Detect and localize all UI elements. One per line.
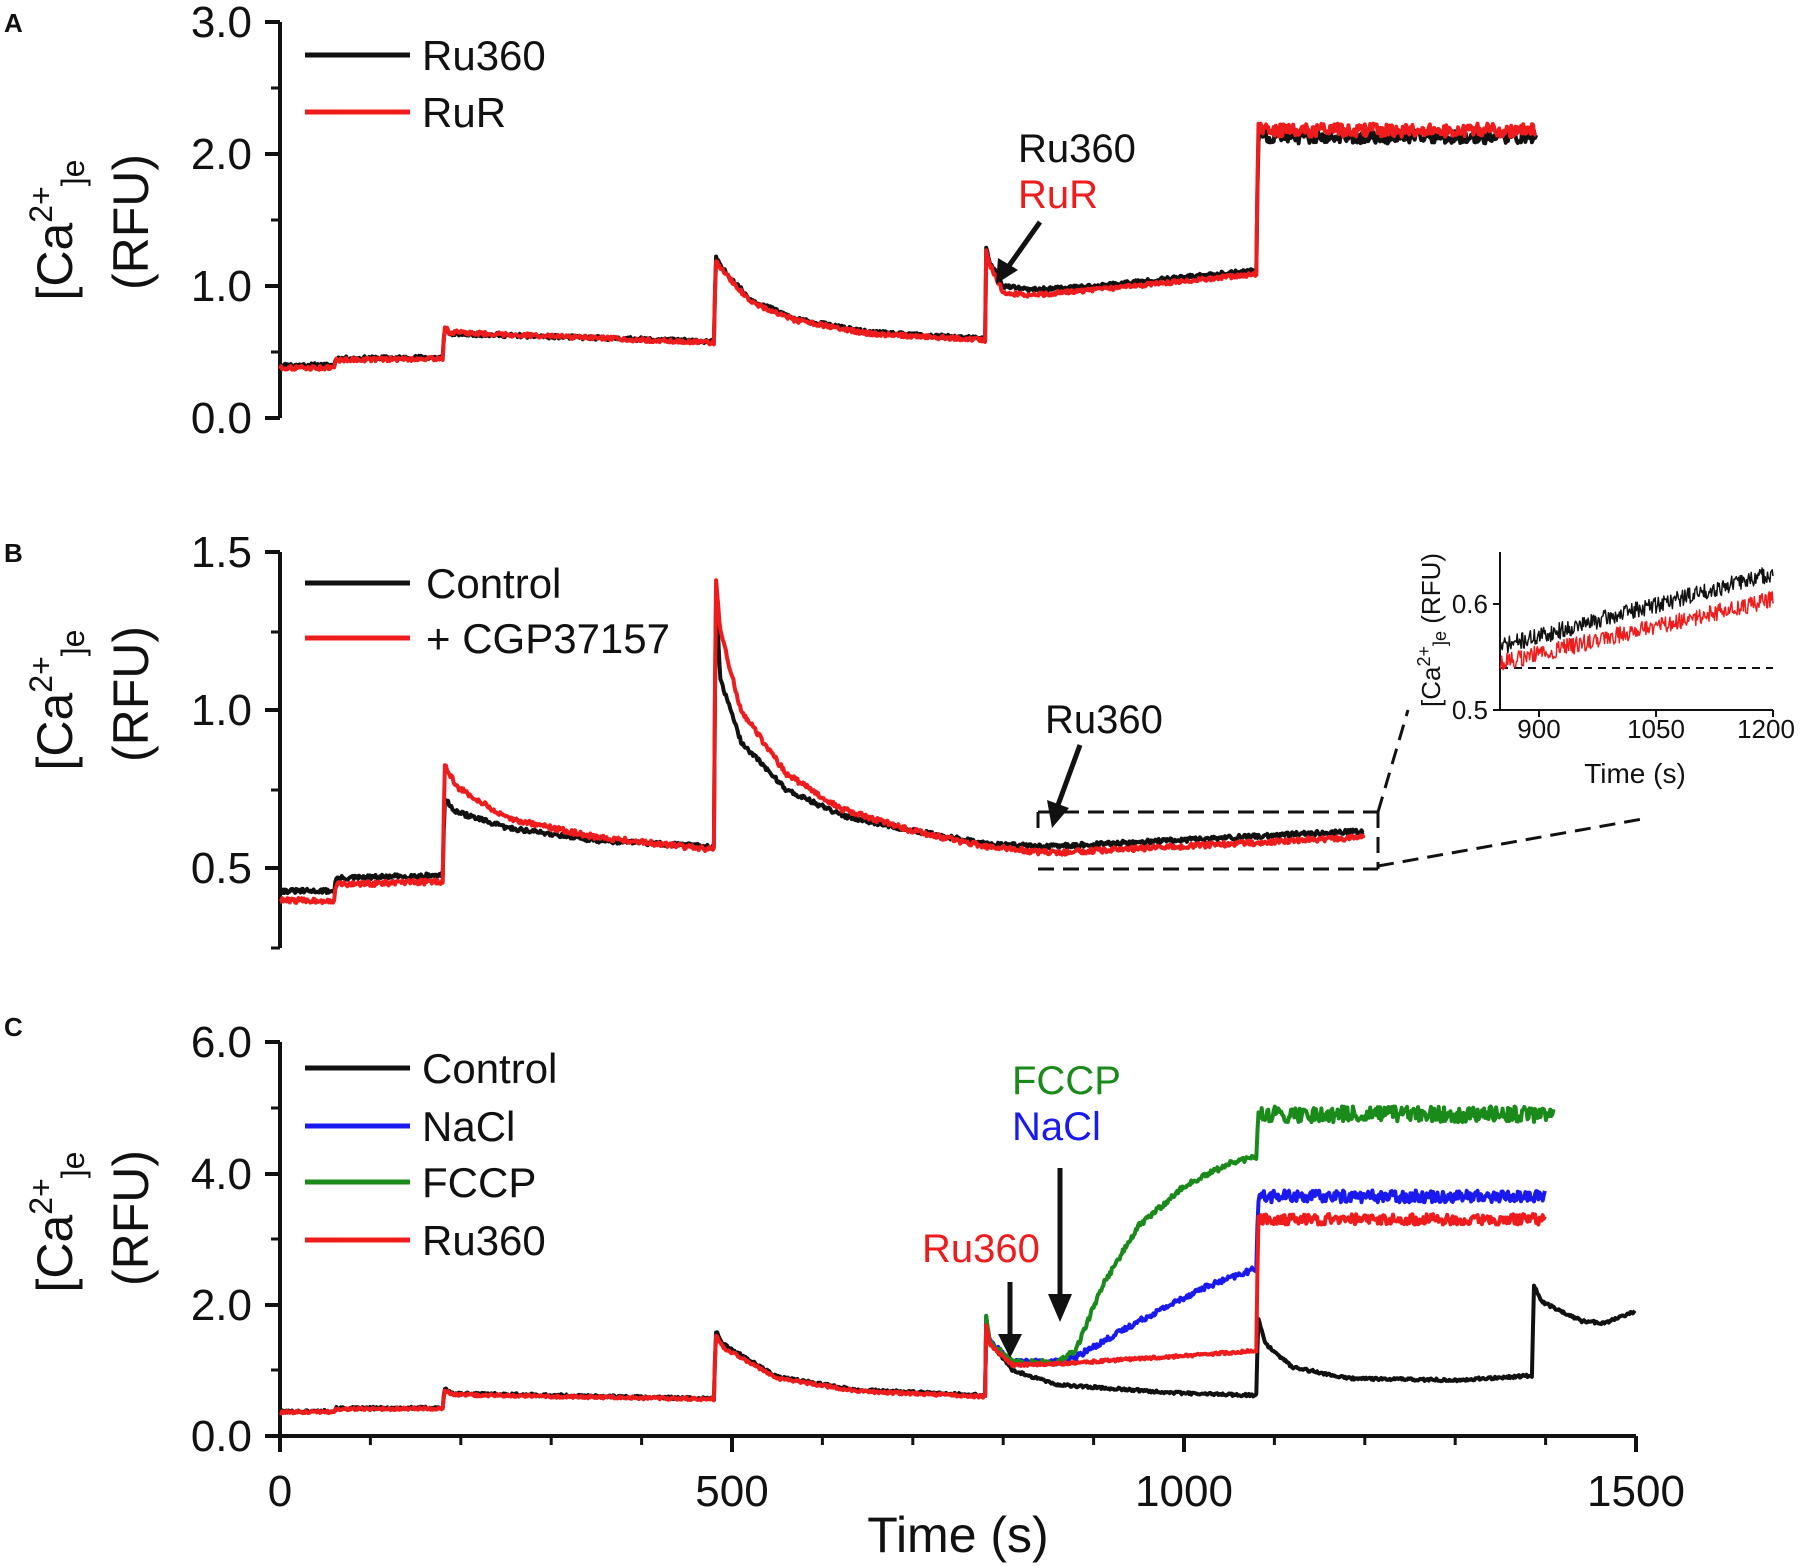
panel-c-ytick-1: 2.0	[191, 1281, 252, 1330]
panel-a-anno-ru360: Ru360	[1018, 127, 1136, 171]
panel-c-ytick-3: 6.0	[191, 1018, 252, 1067]
inset-trace-cgp37157	[1499, 591, 1774, 671]
panel-a-ytick-2: 2.0	[191, 130, 252, 179]
panel-b-y-ticks	[265, 550, 280, 950]
panel-c-plot	[279, 1104, 1637, 1416]
legend-label-control-b: Control	[426, 560, 561, 607]
inset-trace-control	[1499, 567, 1774, 654]
panel-c-arrow-ru360	[998, 1282, 1022, 1358]
inset-xlabel: Time (s)	[1584, 758, 1686, 789]
panel-b-arrow	[1047, 744, 1083, 828]
panel-c-ytick-2: 4.0	[191, 1150, 252, 1199]
inset-plot	[1499, 567, 1774, 671]
panel-b-ytick-1: 1.0	[191, 686, 252, 735]
panel-c-xtick-3: 1500	[1587, 1467, 1685, 1516]
trace-c-fccp	[983, 1104, 1556, 1398]
panel-c-ylabel-top: [Ca2+]e	[23, 1152, 91, 1293]
trace-b-control	[278, 592, 1365, 895]
panel-b-label: B	[4, 538, 23, 568]
panel-b-ytick-2: 1.5	[191, 528, 252, 577]
legend-label-cgp: + CGP37157	[426, 615, 670, 662]
legend-label-fccp: FCCP	[422, 1159, 536, 1206]
panel-c-anno-ru360: Ru360	[922, 1227, 1040, 1271]
panel-a-ytick-1: 1.0	[191, 262, 252, 311]
panel-b-zoom-box	[1036, 709, 1649, 871]
inset-xtick-2: 1200	[1737, 714, 1795, 744]
panel-b-ylabel: (RFU)	[103, 626, 159, 762]
legend-label-ru360-c: Ru360	[422, 1217, 546, 1264]
panel-a-label: A	[4, 8, 23, 38]
inset-ytick-0: 0.5	[1452, 695, 1488, 725]
panel-b: B 0.5 1.0 1.5 [Ca2+]e (RFU) Control + CG…	[4, 528, 1795, 950]
panel-c-arrow-fccp	[1048, 1168, 1072, 1322]
inset-xtick-0: 900	[1517, 714, 1560, 744]
panel-c-anno-fccp: FCCP	[1012, 1059, 1121, 1103]
svg-text:[Ca2+]e (RFU): [Ca2+]e (RFU)	[1414, 553, 1450, 707]
svg-text:[Ca2+]e: [Ca2+]e	[23, 1152, 91, 1293]
panel-b-plot	[278, 578, 1366, 905]
inset-xtick-1: 1050	[1627, 714, 1685, 744]
panel-c-xtick-1: 500	[695, 1467, 768, 1516]
panel-a-legend: Ru360 RuR	[305, 32, 546, 136]
svg-text:[Ca2+]e: [Ca2+]e	[23, 630, 91, 771]
panel-a: A 0.0 1.0 2.0 3.0 [Ca2+]e (RFU) Ru360 Ru…	[4, 0, 1539, 443]
panel-b-inset: 0.6 0.5 900 1050 1200 Time (s) [Ca2+]e (…	[1414, 552, 1795, 789]
panel-b-ytick-0: 0.5	[191, 844, 252, 893]
inset-ticks	[1493, 603, 1774, 717]
legend-label-control-c: Control	[422, 1045, 557, 1092]
panel-a-anno-rur: RuR	[1018, 173, 1098, 217]
legend-label-ru360: Ru360	[422, 32, 546, 79]
trace-a-rur	[278, 121, 1538, 372]
inset-ylabel: [Ca2+]e (RFU)	[1414, 553, 1450, 707]
inset-ytick-1: 0.6	[1452, 589, 1488, 619]
panel-c-ylabel: (RFU)	[103, 1150, 159, 1286]
panel-a-ylabel: (RFU)	[103, 154, 159, 290]
legend-label-nacl: NaCl	[422, 1103, 515, 1150]
panel-c-x-ticks	[278, 1436, 1638, 1452]
trace-c-ru360	[279, 1212, 1547, 1416]
panel-c-xtick-0: 0	[268, 1467, 292, 1516]
panel-a-ytick-0: 0.0	[191, 394, 252, 443]
svg-text:[Ca2+]e: [Ca2+]e	[23, 160, 91, 301]
panel-c-legend: Control NaCl FCCP Ru360	[305, 1045, 557, 1264]
panel-a-y-ticks	[265, 20, 280, 420]
legend-label-rur: RuR	[422, 89, 506, 136]
panel-c-xtick-2: 1000	[1135, 1467, 1233, 1516]
panel-a-plot	[278, 121, 1539, 372]
trace-c-nacl	[983, 1188, 1547, 1398]
panel-c: C 0.0 2.0 4.0 6.0 0 500 1000 1500 Time (…	[4, 1012, 1685, 1563]
panel-c-xlabel: Time (s)	[867, 1507, 1048, 1563]
panel-a-ylabel-top: [Ca2+]e	[23, 160, 91, 301]
panel-b-legend: Control + CGP37157	[305, 560, 670, 662]
panel-c-y-ticks	[265, 1040, 280, 1438]
panel-a-ytick-3: 3.0	[191, 0, 252, 47]
panel-c-label: C	[4, 1012, 23, 1042]
trace-b-cgp37157	[279, 578, 1366, 905]
panel-a-arrow	[996, 220, 1043, 284]
panel-c-anno-nacl: NaCl	[1012, 1105, 1101, 1149]
panel-c-ytick-0: 0.0	[191, 1412, 252, 1461]
panel-b-ylabel-top: [Ca2+]e	[23, 630, 91, 771]
panel-b-anno-ru360: Ru360	[1045, 698, 1163, 742]
